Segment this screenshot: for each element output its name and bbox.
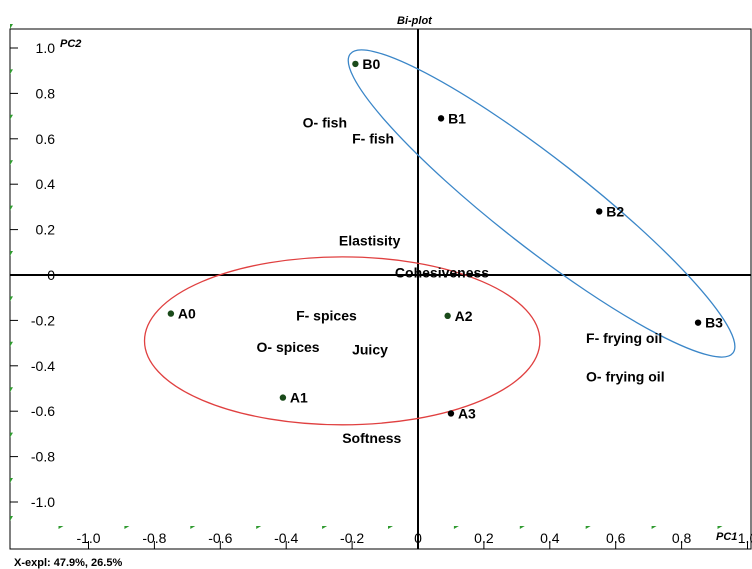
sample-point xyxy=(352,60,359,68)
x-tick-label: -0.6 xyxy=(208,530,232,546)
x-tick-label: 0.8 xyxy=(672,530,692,546)
y-tick-flag xyxy=(10,296,13,302)
variable-label: O- spices xyxy=(257,339,320,355)
y-tick-label: -0.2 xyxy=(31,312,55,328)
variable-label: O- fish xyxy=(303,114,347,130)
y-axis-label: PC2 xyxy=(60,38,81,50)
x-tick-flag xyxy=(453,526,459,529)
y-tick-flag xyxy=(10,432,13,438)
y-tick-flag xyxy=(10,69,13,75)
sample-label: B2 xyxy=(606,203,624,219)
sample-label: B0 xyxy=(362,56,380,72)
x-axis: -1.0-0.8-0.6-0.4-0.200.20.40.60.81.0 xyxy=(58,526,752,549)
y-tick-label: -1.0 xyxy=(31,494,55,510)
variable-label: F- frying oil xyxy=(586,330,662,346)
sample-point xyxy=(447,410,455,417)
variable-label: Cohesiveness xyxy=(395,264,489,280)
y-tick-flag xyxy=(10,205,13,211)
y-tick-label: 0.8 xyxy=(36,85,56,101)
sample-label: B1 xyxy=(448,110,466,126)
x-tick-label: 0.2 xyxy=(474,530,494,546)
variable-label: Juicy xyxy=(352,341,388,357)
sample-points: B0 B1 B2 B3 A0 A1 A2 A3 xyxy=(167,56,723,421)
variable-label: F- spices xyxy=(296,307,357,323)
variable-labels: O- fish F- fish Elastisity Cohesiveness F- s… xyxy=(257,114,665,446)
sample-point xyxy=(279,394,287,401)
variable-label: Elastisity xyxy=(339,232,401,248)
variable-label: O- frying oil xyxy=(586,369,665,385)
origin-axes xyxy=(10,29,751,549)
sample-point xyxy=(444,312,451,320)
sample-point xyxy=(596,208,603,215)
x-tick-flag xyxy=(388,526,393,529)
x-tick-flag xyxy=(124,526,130,529)
x-axis-label: PC1 xyxy=(716,531,737,543)
x-tick-label: 0.4 xyxy=(540,530,560,546)
sample-label: A0 xyxy=(178,306,196,322)
sample-point xyxy=(694,319,702,326)
sample-label: B3 xyxy=(705,315,723,331)
x-tick-label: 0.6 xyxy=(606,530,626,546)
y-tick-label: 0.4 xyxy=(36,176,56,192)
y-tick-flag xyxy=(10,114,13,120)
y-tick-label: -0.8 xyxy=(31,449,55,465)
sample-point xyxy=(437,115,445,122)
variable-label: Softness xyxy=(342,430,401,446)
explained-variance: X-expl: 47.9%, 26.5% xyxy=(14,557,122,569)
x-tick-label: 1.0 xyxy=(738,530,752,546)
sample-label: A3 xyxy=(458,405,476,421)
y-tick-label: 0.2 xyxy=(36,222,56,238)
group-ellipse-B xyxy=(347,49,736,358)
sample-label: A2 xyxy=(455,308,473,324)
y-tick-flag xyxy=(10,341,13,347)
y-tick-flag xyxy=(10,251,13,256)
x-tick-label: -1.0 xyxy=(76,530,100,546)
y-axis: 1.00.80.60.40.20-0.2-0.4-0.6-0.8-1.0 xyxy=(10,24,55,521)
y-tick-label: -0.6 xyxy=(31,403,55,419)
plot-frame xyxy=(9,28,752,550)
y-tick-label: 1.0 xyxy=(36,40,56,56)
x-tick-flag xyxy=(717,526,723,529)
x-tick-flag xyxy=(585,526,591,529)
x-tick-flag xyxy=(519,526,525,529)
y-tick-flag xyxy=(10,160,13,166)
x-tick-label: -0.8 xyxy=(142,530,166,546)
y-tick-flag xyxy=(10,387,13,393)
y-tick-label: -0.4 xyxy=(31,358,55,374)
y-tick-flag xyxy=(10,478,13,483)
x-tick-label: -0.2 xyxy=(340,530,364,546)
x-tick-flag xyxy=(190,526,196,529)
chart-title: Bi-plot xyxy=(397,15,433,27)
y-tick-flag xyxy=(10,516,13,521)
x-tick-label: -0.4 xyxy=(274,530,298,546)
variable-label: F- fish xyxy=(352,130,394,146)
x-tick-flag xyxy=(58,526,64,529)
y-tick-flag xyxy=(10,24,13,29)
group-ellipse-A xyxy=(143,256,541,426)
group-ellipses xyxy=(143,49,736,426)
y-tick-label: 0.6 xyxy=(36,131,56,147)
x-tick-flag xyxy=(256,526,262,529)
x-tick-flag xyxy=(651,526,657,529)
x-tick-flag xyxy=(322,526,328,529)
sample-point xyxy=(167,310,175,317)
sample-label: A1 xyxy=(290,390,308,406)
